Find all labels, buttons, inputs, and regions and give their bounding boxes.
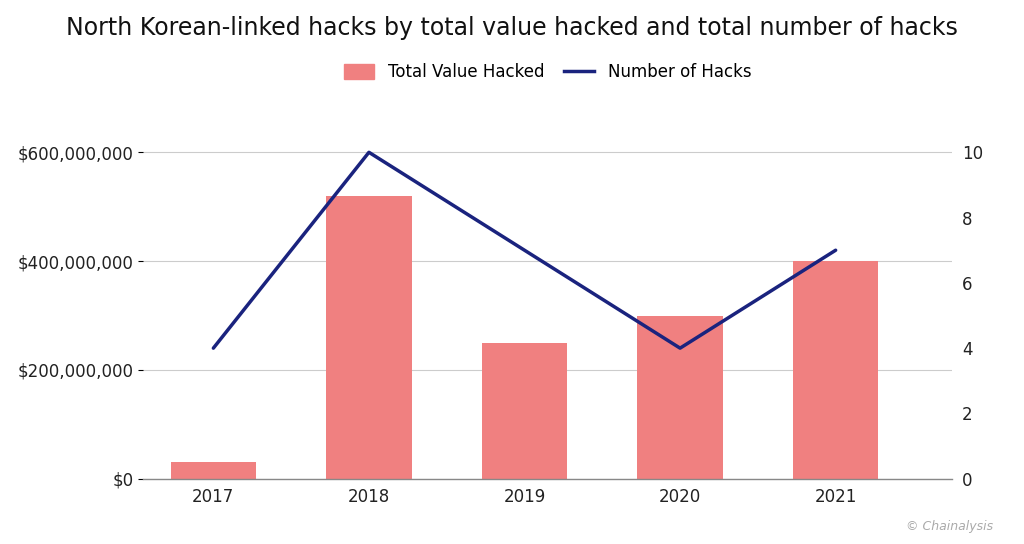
Bar	[171, 462, 256, 479]
Text: © Chainalysis: © Chainalysis	[906, 520, 993, 533]
Bar	[793, 261, 879, 479]
Legend: Total Value Hacked, Number of Hacks: Total Value Hacked, Number of Hacks	[338, 57, 758, 88]
Bar	[327, 196, 412, 479]
Text: North Korean-linked hacks by total value hacked and total number of hacks: North Korean-linked hacks by total value…	[67, 16, 957, 40]
Bar	[481, 343, 567, 479]
Bar	[637, 316, 723, 479]
